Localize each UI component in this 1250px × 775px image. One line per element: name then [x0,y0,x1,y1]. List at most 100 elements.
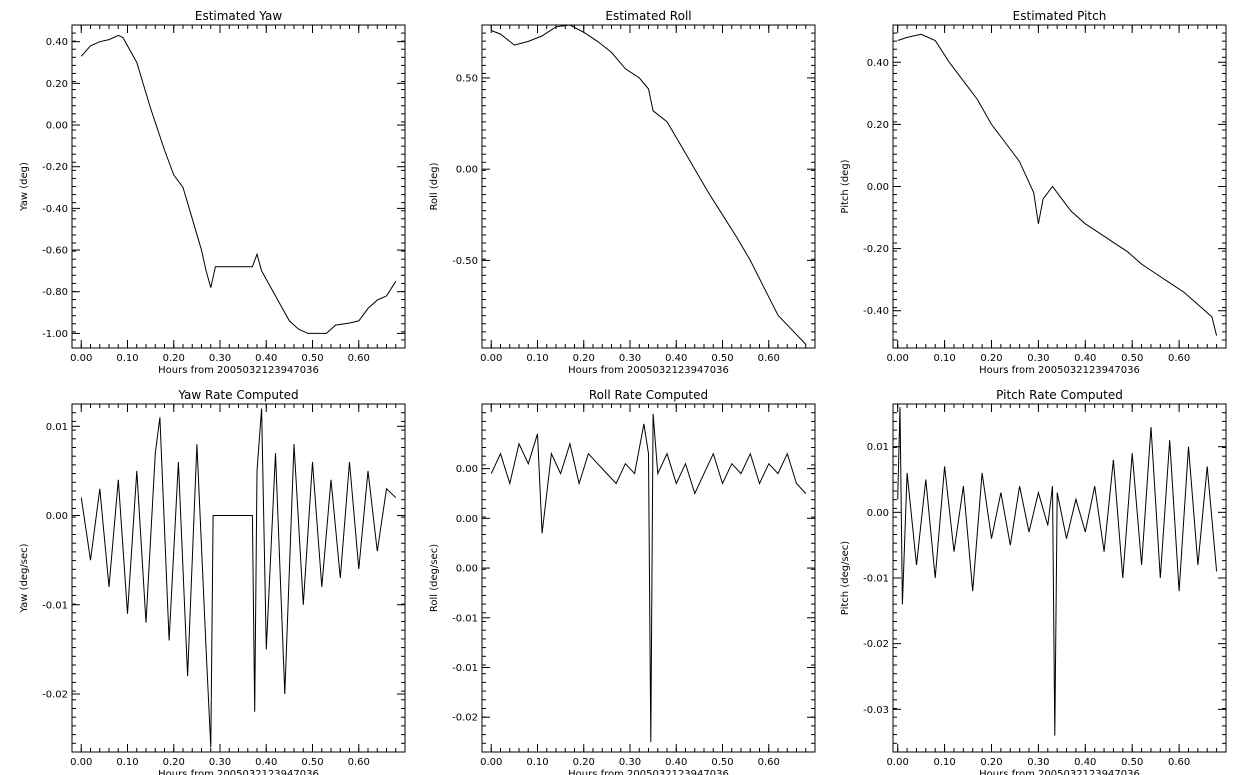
series-line [897,407,1218,736]
y-tick-label: -0.50 [452,256,478,267]
x-tick-label: 0.00 [887,757,909,768]
chart-title: Estimated Roll [605,9,691,23]
y-tick-label: -0.02 [42,690,68,701]
chart-title: Yaw Rate Computed [177,388,298,402]
panel-3: Estimated Pitch 0.00 0.10 0.20 0.30 0.40 0.50 0… [840,9,1227,376]
x-tick-label: 0.10 [526,757,548,768]
x-tick-label: 0.40 [1074,757,1096,768]
x-tick-label: 0.40 [255,757,277,768]
chart-title: Estimated Pitch [1013,9,1107,23]
panel-6: Pitch Rate Computed 0.00 0.10 0.20 0.30 0.40 0… [840,388,1227,775]
y-tick-label: 0.20 [46,79,68,90]
y-tick-label: 0.01 [46,422,68,433]
x-tick-label: 0.10 [933,353,955,364]
y-tick-label: -0.01 [452,613,478,624]
x-tick-label: 0.50 [301,353,323,364]
y-tick-label: 0.50 [456,73,478,84]
y-tick-label: -0.80 [42,287,68,298]
x-tick-label: 0.10 [933,757,955,768]
x-axis-label: Hours from 2005032123947036 [568,365,729,376]
y-axis-label: Roll (deg/sec) [429,544,440,612]
x-tick-label: 0.60 [758,757,780,768]
x-tick-label: 0.20 [163,353,185,364]
x-tick-label: 0.60 [348,757,370,768]
y-tick-label: 0.00 [46,121,68,132]
x-tick-label: 0.40 [665,757,687,768]
x-tick-label: 0.00 [70,757,92,768]
y-axis-label: Roll (deg) [429,162,440,210]
y-tick-label: -0.40 [863,306,889,317]
x-axis-label: Hours from 2005032123947036 [158,365,319,376]
x-tick-label: 0.00 [887,353,909,364]
y-tick-label: -0.01 [863,574,889,585]
series-line [80,34,397,334]
x-tick-label: 0.40 [665,353,687,364]
x-tick-label: 0.50 [301,757,323,768]
x-tick-label: 0.60 [1168,353,1190,364]
x-tick-label: 0.00 [70,353,92,364]
x-tick-label: 0.40 [255,353,277,364]
x-axis-label: Hours from 2005032123947036 [158,769,319,775]
y-tick-label: -0.03 [863,705,889,716]
y-tick-label: -0.01 [452,663,478,674]
y-tick-label: 0.00 [456,165,478,176]
x-tick-label: 0.30 [619,757,641,768]
y-tick-label: 0.01 [867,442,889,453]
y-tick-label: -1.00 [42,329,68,340]
x-axis-label: Hours from 2005032123947036 [568,769,729,775]
y-tick-label: -0.60 [42,246,68,257]
plot-frame [892,24,1227,349]
plot-frame [71,403,406,753]
y-tick-label: 0.00 [456,514,478,525]
panel-5: Roll Rate Computed 0.00 0.10 0.20 0.30 0.40 0.… [429,388,816,775]
y-tick-label: 0.40 [867,58,889,69]
x-tick-label: 0.20 [573,353,595,364]
x-tick-label: 0.00 [480,757,502,768]
x-tick-label: 0.20 [163,757,185,768]
y-axis-label: Yaw (deg/sec) [19,543,30,613]
y-tick-label: -0.02 [863,639,889,650]
x-tick-label: 0.60 [1168,757,1190,768]
y-tick-label: 0.00 [456,464,478,475]
y-tick-label: -0.02 [452,713,478,724]
y-tick-label: -0.20 [42,162,68,173]
y-tick-label: 0.40 [46,37,68,48]
x-tick-label: 0.30 [1027,757,1049,768]
x-tick-label: 0.10 [116,353,138,364]
x-tick-label: 0.10 [526,353,548,364]
x-tick-label: 0.50 [711,757,733,768]
x-tick-label: 0.30 [619,353,641,364]
panel-2: Estimated Roll 0.00 0.10 0.20 0.30 0.40 0.50 0.… [429,9,816,376]
y-tick-label: -0.40 [42,204,68,215]
y-tick-label: -0.01 [42,600,68,611]
y-tick-label: 0.20 [867,120,889,131]
x-axis-label: Hours from 2005032123947036 [979,365,1140,376]
y-tick-label: 0.00 [867,508,889,519]
x-tick-label: 0.50 [1121,757,1143,768]
x-tick-label: 0.20 [573,757,595,768]
chart-title: Roll Rate Computed [589,388,708,402]
x-tick-label: 0.30 [1027,353,1049,364]
chart-title: Pitch Rate Computed [996,388,1123,402]
x-tick-label: 0.20 [980,353,1002,364]
y-axis-label: Pitch (deg/sec) [840,541,851,616]
x-tick-label: 0.10 [116,757,138,768]
y-tick-label: 0.00 [867,182,889,193]
series-line [491,24,807,345]
panel-1: Estimated Yaw 0.00 0.10 0.20 0.30 0.40 0.50 0.6… [19,9,406,376]
series-line [490,413,807,743]
series-line [80,408,397,748]
plot-frame [481,24,816,349]
x-tick-label: 0.40 [1074,353,1096,364]
x-tick-label: 0.00 [480,353,502,364]
x-axis-label: Hours from 2005032123947036 [979,769,1140,775]
plot-frame [71,24,406,349]
y-axis-label: Pitch (deg) [840,159,851,213]
y-tick-label: -0.20 [863,244,889,255]
y-axis-label: Yaw (deg) [19,162,30,212]
x-tick-label: 0.60 [758,353,780,364]
x-tick-label: 0.30 [209,353,231,364]
x-tick-label: 0.50 [1121,353,1143,364]
chart-title: Estimated Yaw [195,9,282,23]
